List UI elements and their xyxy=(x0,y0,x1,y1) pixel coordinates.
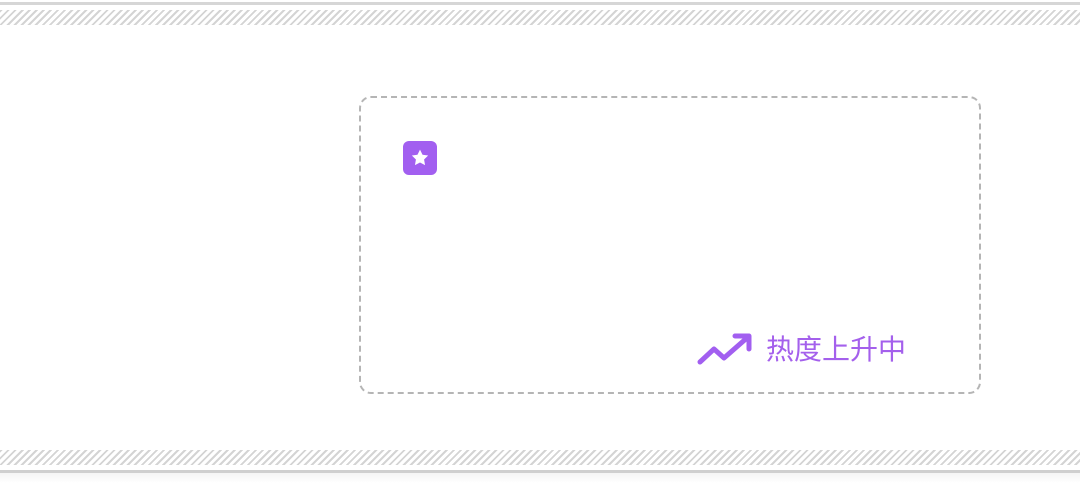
top-hatch-strip xyxy=(0,10,1080,25)
bottom-border-band xyxy=(0,446,1080,483)
bottom-rule xyxy=(0,470,1080,473)
bottom-shade xyxy=(0,473,1080,483)
bottom-hatch-strip xyxy=(0,450,1080,465)
star-icon xyxy=(411,149,429,166)
trending-up-icon xyxy=(697,333,752,365)
highlight-card[interactable]: 热度上升中 xyxy=(359,96,981,394)
star-badge xyxy=(403,141,437,175)
top-rule xyxy=(0,2,1080,5)
trend-label: 热度上升中 xyxy=(766,333,907,366)
trend-indicator: 热度上升中 xyxy=(696,332,906,368)
top-border-band xyxy=(0,0,1080,28)
